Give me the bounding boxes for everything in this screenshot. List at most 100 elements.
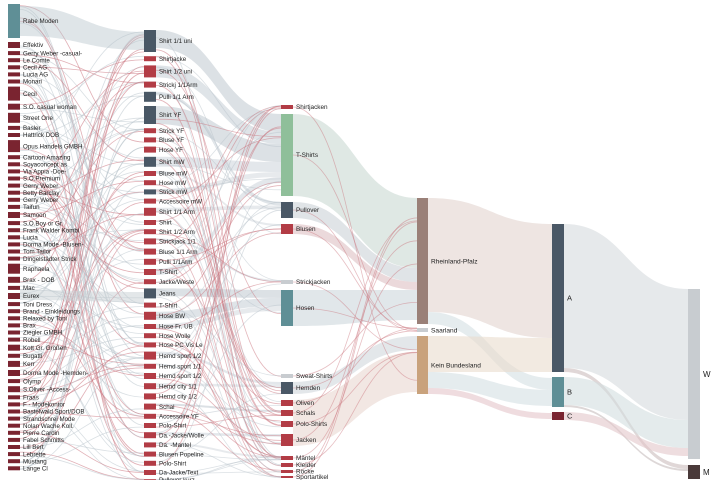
category-label: T-Shirts bbox=[296, 152, 318, 159]
link-brand-product bbox=[19, 324, 145, 380]
link-category-region bbox=[292, 327, 418, 404]
link-brand-product bbox=[19, 95, 145, 136]
link-product-category bbox=[155, 342, 282, 422]
product-label: T-Shirt bbox=[159, 269, 178, 276]
region-node-rheinland-pfalz bbox=[417, 198, 428, 324]
category-label: Blusen bbox=[296, 226, 316, 233]
category-node-r-cke bbox=[281, 470, 293, 473]
link-brand-product bbox=[19, 408, 145, 449]
brand-node-lucia-ag bbox=[8, 72, 20, 77]
brand-label: Dorma Mode -Blusen- bbox=[23, 242, 84, 249]
link-brand-product bbox=[19, 120, 145, 415]
link-product-category bbox=[156, 91, 281, 206]
link-product-category bbox=[156, 30, 281, 133]
product-label: Jeans bbox=[159, 291, 176, 298]
link-brand-product bbox=[20, 290, 144, 302]
brand-node-hattrick-dob bbox=[8, 133, 20, 137]
product-label: Hemd sport 1/2 bbox=[159, 373, 202, 380]
region-label: Rheinland-Pfalz bbox=[431, 258, 478, 265]
brand-label: Kerr bbox=[23, 361, 35, 368]
brand-node-opus-handels-gmbh bbox=[8, 140, 20, 153]
brand-label: Via Appia -Doe- bbox=[23, 169, 66, 176]
link-product-category bbox=[155, 140, 282, 427]
brand-label: Basler bbox=[23, 125, 41, 132]
category-node-strickjacken bbox=[281, 280, 293, 284]
brand-node-kott-gr-gr-en bbox=[8, 344, 20, 351]
brand-node-tom-tailor bbox=[8, 249, 20, 254]
brand-label: Betty Barclay bbox=[23, 190, 60, 197]
link-region-segment bbox=[428, 388, 552, 419]
region-label: Saarland bbox=[431, 327, 458, 334]
link-segment-gender bbox=[564, 224, 688, 420]
product-label: Shirt mW bbox=[159, 159, 185, 166]
link-brand-product bbox=[19, 22, 145, 271]
link-brand-product bbox=[19, 175, 145, 355]
brand-label: Opus Handels GMBH bbox=[23, 143, 83, 150]
brand-label: S.O.Premium bbox=[23, 176, 60, 183]
product-node-shirt-1-2-arm bbox=[144, 229, 156, 235]
product-node-shirtjacke bbox=[144, 56, 156, 62]
link-product-category bbox=[155, 209, 282, 463]
product-node-hemd-sport-1-1 bbox=[144, 363, 156, 369]
product-node-bluse-1-1-arm bbox=[144, 248, 156, 255]
brand-node-dorma-mode-hemden bbox=[8, 370, 20, 376]
brand-node-dingelst-dter-strick bbox=[8, 256, 20, 261]
brand-label: Fraas bbox=[23, 394, 39, 401]
brand-label: Soyaconcept as bbox=[23, 161, 67, 168]
product-label: Bluse mW bbox=[159, 171, 187, 178]
link-brand-product bbox=[19, 405, 145, 480]
link-brand-product bbox=[19, 114, 145, 438]
category-label: Shirtjacken bbox=[296, 104, 328, 111]
brand-label: Monari bbox=[23, 79, 42, 86]
category-node-blusen bbox=[281, 224, 293, 234]
brand-node-eurex bbox=[8, 293, 20, 299]
segment-label: B bbox=[567, 388, 572, 397]
product-node-hose-fr-ub bbox=[144, 324, 156, 329]
product-node-blusen-popeline bbox=[144, 451, 156, 457]
link-product-category bbox=[155, 304, 282, 424]
link-brand-product bbox=[19, 171, 145, 367]
brand-label: Kott Gr. Größen bbox=[23, 345, 67, 352]
brand-label: Brax - DOB bbox=[23, 277, 55, 284]
brand-node-gerry-weber bbox=[8, 183, 20, 188]
link-segment-gender bbox=[564, 412, 688, 456]
flow-links bbox=[19, 5, 688, 480]
link-brand-product bbox=[19, 54, 145, 84]
link-product-category bbox=[155, 397, 282, 458]
product-node-hose-wolle bbox=[144, 333, 156, 339]
gender-node-w bbox=[688, 289, 700, 459]
link-brand-product bbox=[19, 357, 145, 397]
link-brand-product bbox=[19, 81, 145, 382]
brand-label: Ziegler GMBH bbox=[23, 330, 62, 337]
link-product-category bbox=[155, 56, 282, 148]
product-node-da-jacke-text bbox=[144, 470, 156, 475]
product-label: Da. -Mantel bbox=[159, 442, 191, 449]
link-brand-product bbox=[19, 228, 145, 333]
link-brand-product bbox=[19, 439, 145, 454]
link-brand-product bbox=[19, 66, 145, 425]
link-brand-product bbox=[19, 342, 145, 391]
brand-label: Frank Walder Kombi bbox=[23, 227, 79, 234]
link-product-category bbox=[155, 442, 282, 477]
brand-node-bastelwald-sport-dob bbox=[8, 409, 20, 414]
link-product-category bbox=[155, 69, 282, 315]
link-region-segment bbox=[428, 336, 552, 372]
brand-node-brax bbox=[8, 323, 20, 328]
category-label: Sportartikel bbox=[296, 474, 328, 480]
brand-node-rabe-moden bbox=[8, 4, 20, 38]
brand-label: Bugatti bbox=[23, 353, 42, 360]
brand-node-bugatti bbox=[8, 353, 20, 358]
product-node-pulli-1-1-arm bbox=[144, 91, 156, 102]
brand-node-fabel-schmitts bbox=[8, 437, 20, 442]
link-product-category bbox=[155, 459, 282, 480]
brand-node-kerr bbox=[8, 360, 20, 367]
brand-label: Gerry Weber bbox=[23, 197, 58, 204]
link-category-region bbox=[292, 221, 418, 478]
link-brand-product bbox=[19, 205, 145, 242]
link-product-category bbox=[155, 306, 282, 377]
product-node-t-shirt bbox=[144, 302, 156, 308]
category-label: Kleider bbox=[296, 462, 317, 469]
link-brand-product bbox=[19, 243, 145, 434]
link-product-category bbox=[155, 408, 282, 471]
link-product-category bbox=[156, 172, 281, 195]
